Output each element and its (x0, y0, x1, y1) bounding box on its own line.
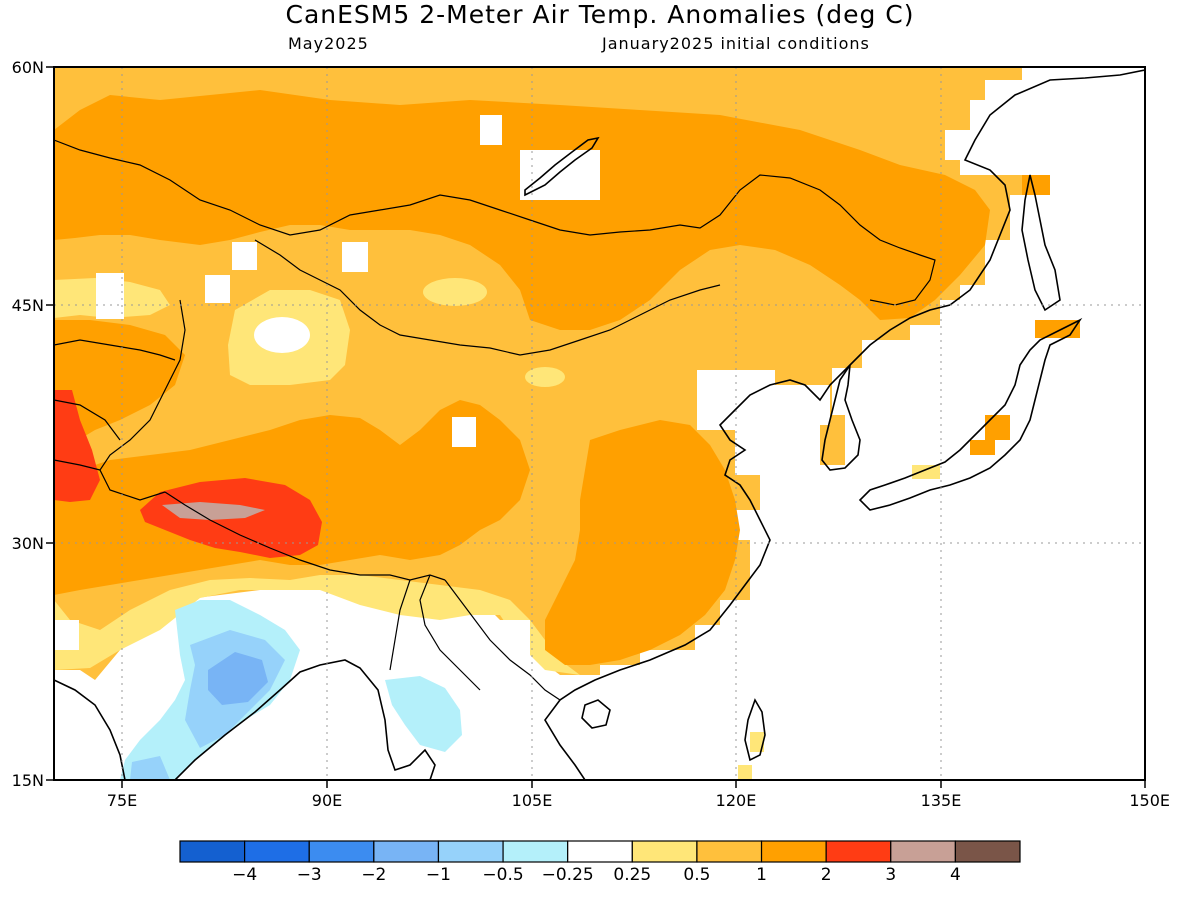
colorbar-swatch (179, 840, 246, 863)
longitude-labels: 75E 90E 105E 120E 135E 150E (107, 791, 1170, 810)
map-title: CanESM5 2-Meter Air Temp. Anomalies (deg… (285, 0, 915, 29)
colorbar-swatch (373, 840, 440, 863)
border-mongolia-china (254, 239, 721, 356)
coastline-hainan (581, 699, 611, 729)
coastlines (54, 69, 1145, 780)
anomaly-region-light-blue-myanmar (385, 676, 462, 752)
lon-label-90: 90E (312, 791, 342, 810)
anomaly-region-neutral-uvs (342, 242, 368, 272)
init-conditions-label: January2025 initial conditions (602, 34, 870, 53)
lat-label-15: 15N (12, 771, 44, 790)
border-russia-south (54, 139, 936, 306)
lon-label-120: 120E (716, 791, 757, 810)
coastline-east-asia (544, 69, 1145, 780)
anomaly-region-neutral-balkhash (96, 273, 124, 319)
lat-label-30: 30N (12, 534, 44, 553)
anomaly-region-orange-north (54, 90, 990, 330)
colorbar-label: 0.25 (613, 865, 651, 885)
coastline-korea (821, 364, 861, 471)
colorbar: −4 −3 −2 −1 −0.5 −0.25 0.25 0.5 1 2 3 4 (179, 840, 1021, 885)
lon-label-105: 105E (512, 791, 553, 810)
anomaly-region-pale-yellow-mongolia (423, 278, 487, 306)
anomaly-region-pale-yellow-kyushu (912, 465, 940, 479)
anomaly-region-neutral-arabian (54, 620, 79, 650)
anomaly-region-red-west (54, 390, 100, 502)
latitude-labels: 15N 30N 45N 60N (12, 58, 44, 790)
colorbar-label: −1 (426, 865, 451, 885)
colorbar-label: −0.25 (542, 865, 594, 885)
colorbar-swatch (244, 840, 310, 863)
anomaly-region-neutral-bohai (697, 370, 762, 430)
lat-label-45: 45N (12, 296, 44, 315)
political-borders (54, 139, 936, 701)
border-southeast-asia (389, 574, 561, 701)
lat-label-60: 60N (12, 58, 44, 77)
anomaly-region-orange-hokkaido (1035, 320, 1080, 338)
lon-label-135: 135E (921, 791, 962, 810)
colorbar-label: −4 (232, 865, 257, 885)
colorbar-label: 2 (821, 865, 832, 885)
anomaly-region-pale-yellow-south (54, 575, 580, 675)
anomaly-region-pale-yellow-luzon (738, 765, 752, 780)
colorbar-swatch (567, 840, 633, 863)
anomaly-region-neutral-issyk (205, 275, 230, 303)
coastline-taiwan (744, 698, 766, 762)
coastline-baikal (524, 136, 600, 197)
colorbar-swatch (890, 840, 956, 863)
anomaly-region-neutral-tarim (254, 317, 310, 353)
colorbar-swatch (760, 840, 827, 863)
border-himalaya (164, 491, 446, 581)
colorbar-swatch (631, 840, 698, 863)
colorbar-label: −3 (297, 865, 322, 885)
colorbar-swatch (308, 840, 375, 863)
colorbar-swatch (437, 840, 504, 863)
colorbar-label: −0.5 (482, 865, 523, 885)
axis-ticks (46, 66, 1146, 788)
colorbar-label: −2 (361, 865, 386, 885)
border-central-asia (54, 339, 176, 471)
colorbar-swatch (502, 840, 569, 863)
colorbar-swatch (954, 840, 1021, 863)
colorbar-label: 0.5 (683, 865, 710, 885)
anomaly-region-neutral-baikal (520, 150, 600, 200)
anomaly-field (54, 67, 1145, 780)
colorbar-swatch (825, 840, 892, 863)
anomaly-region-sky-blue-south (130, 756, 170, 780)
anomaly-region-mid-blue-india (208, 652, 268, 705)
anomaly-region-neutral-lake (480, 115, 502, 145)
colorbar-label: 3 (885, 865, 896, 885)
anomaly-region-neutral-yunnan (485, 620, 530, 660)
lon-label-150: 150E (1129, 791, 1170, 810)
anomaly-region-pale-yellow-taiwan (750, 732, 764, 752)
coastline-india (54, 659, 436, 780)
colorbar-label: 1 (756, 865, 767, 885)
coastline-sakhalin (1021, 174, 1061, 312)
anomaly-region-neutral-qinghai (452, 417, 476, 447)
valid-month-label: May2025 (288, 34, 369, 53)
colorbar-swatch (696, 840, 763, 863)
lon-label-75: 75E (107, 791, 137, 810)
anomaly-region-neutral-zaysan (232, 242, 257, 270)
colorbar-label: 4 (950, 865, 961, 885)
anomaly-region-pale-yellow-ordos (525, 367, 565, 387)
anomaly-region-orange-honshu (970, 415, 1010, 455)
border-china-west (99, 299, 186, 501)
map-frame (53, 66, 1146, 781)
coastline-japan (858, 317, 1083, 511)
